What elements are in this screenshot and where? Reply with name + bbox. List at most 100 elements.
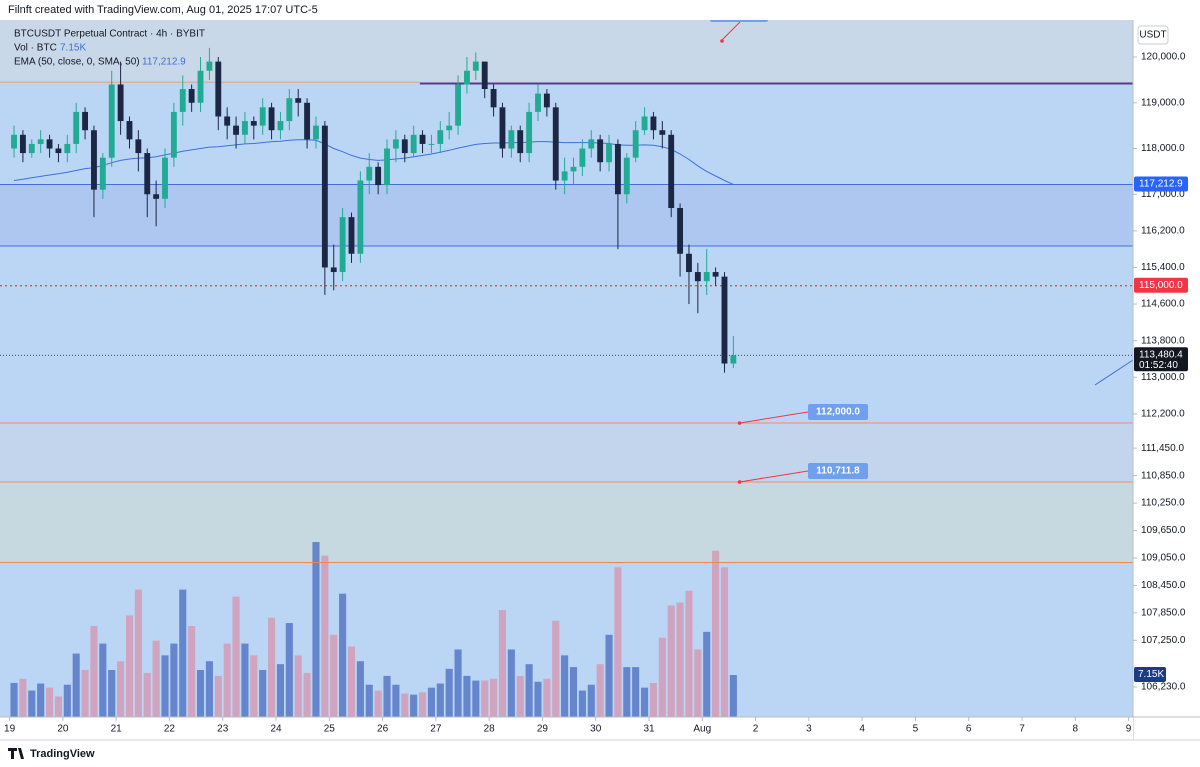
- price-tag-label: 115,000.0: [1139, 280, 1183, 291]
- x-tick-label: 25: [324, 724, 336, 735]
- volume-bar: [285, 623, 293, 717]
- volume-bar: [401, 693, 409, 717]
- y-tick-label: 114,600.0: [1141, 299, 1185, 310]
- volume: [10, 542, 737, 717]
- volume-bar: [232, 596, 240, 717]
- callout-label: 112,000.0: [816, 407, 860, 418]
- volume-bar: [90, 625, 98, 717]
- price-tag-label: 117,212.9: [1139, 179, 1183, 190]
- candle-body: [606, 143, 612, 163]
- candle-body: [82, 111, 89, 131]
- y-tick-label: 113,000.0: [1141, 372, 1185, 383]
- volume-bar: [676, 602, 684, 717]
- candle-body: [588, 139, 595, 149]
- x-tick-label: 27: [430, 724, 442, 735]
- volume-bar: [339, 593, 347, 717]
- header-text: Filnft created with TradingView.com, Aug…: [8, 4, 318, 16]
- volume-bar: [490, 678, 498, 717]
- candle-body: [623, 157, 630, 195]
- volume-bar: [561, 655, 569, 717]
- x-tick-label: 26: [377, 724, 389, 735]
- volume-bar: [99, 643, 107, 717]
- candle-body: [241, 121, 248, 135]
- footer-text: TradingView: [30, 748, 95, 760]
- trend-line: [1094, 359, 1134, 386]
- callout-dot: [737, 421, 742, 425]
- volume-tag: [1134, 667, 1166, 683]
- volume-bar: [161, 655, 169, 717]
- x-tick-label: 31: [643, 724, 655, 735]
- price-tag-label: 113,480.4: [1139, 349, 1183, 360]
- header-bar: [0, 0, 1200, 20]
- volume-bar: [19, 678, 27, 717]
- candle-body: [170, 111, 177, 158]
- time-axis: [0, 717, 1133, 740]
- volume-bar: [214, 675, 222, 717]
- volume-bar: [605, 634, 613, 717]
- volume-bar: [170, 643, 178, 717]
- volume-bar: [534, 681, 542, 717]
- volume-bar: [276, 664, 285, 717]
- callout-box: [808, 462, 868, 479]
- candle-body: [286, 98, 293, 122]
- x-tick-label: 28: [484, 724, 496, 735]
- candle-body: [126, 121, 133, 140]
- candle-body: [446, 125, 453, 131]
- candle-body: [250, 121, 257, 126]
- volume-tag-label: 7.15K: [1138, 669, 1164, 680]
- volume-bar: [81, 670, 89, 717]
- y-tick-label: 106,230.0: [1141, 682, 1186, 693]
- volume-bar: [410, 694, 418, 717]
- candle-body: [464, 70, 470, 85]
- zone: [0, 184, 1133, 246]
- zones: [0, 20, 1133, 563]
- y-tick-label: 111,450.0: [1141, 443, 1184, 454]
- volume-bar: [578, 690, 586, 717]
- volume-bar: [374, 690, 382, 717]
- x-tick-label: 23: [217, 724, 229, 735]
- axis-labels: 120,000.0 119,000.0 118,000.0 117,000.0 116,…: [4, 52, 1188, 735]
- candle-body: [481, 61, 488, 90]
- legend-title: BTCUSDT Perpetual Contract · 4h · BYBIT: [14, 29, 205, 40]
- x-tick-label: 22: [164, 724, 176, 735]
- legend-ema-value: 117,212.9: [142, 57, 186, 68]
- candle-body: [144, 153, 151, 195]
- volume-bar: [223, 643, 231, 717]
- candle-body: [428, 143, 435, 145]
- volume-bar: [685, 590, 693, 717]
- zone: [0, 481, 1133, 563]
- candle-body: [455, 84, 461, 126]
- volume-bar: [28, 690, 36, 717]
- candle-body: [686, 253, 692, 273]
- y-tick-label: 119,000.0: [1141, 97, 1185, 108]
- x-tick-label: 5: [913, 724, 919, 735]
- volume-bar: [134, 589, 142, 717]
- candle-body: [641, 116, 648, 131]
- volume-bar: [365, 684, 373, 717]
- volume-bar: [143, 672, 151, 717]
- y-tick-label: 113,800.0: [1141, 335, 1185, 346]
- candle-body: [135, 139, 142, 154]
- volume-bar: [152, 640, 160, 717]
- y-tick-label: 109,650.0: [1141, 525, 1186, 536]
- volume-bar: [472, 680, 480, 717]
- volume-bar: [427, 687, 435, 717]
- candle-body: [224, 116, 231, 126]
- x-tick-label: 7: [1019, 724, 1025, 735]
- candle-body: [313, 125, 319, 140]
- volume-bar: [72, 653, 80, 717]
- legend: BTCUSDT Perpetual Contract · 4h · BYBIT …: [14, 29, 205, 68]
- candle-body: [11, 134, 17, 149]
- volume-bar: [179, 589, 187, 717]
- y-tick-label: 110,850.0: [1141, 470, 1185, 481]
- volume-bar: [720, 567, 729, 717]
- legend-volume-value: 7.15K: [60, 43, 86, 54]
- candle-body: [401, 139, 408, 154]
- x-tick-label: 6: [966, 724, 972, 735]
- volume-bar: [268, 617, 276, 717]
- volume-bar: [383, 675, 391, 717]
- x-tick-label: 19: [4, 724, 16, 735]
- ema-line: [13, 139, 734, 185]
- x-tick-label: 8: [1072, 724, 1078, 735]
- volume-bar: [392, 684, 400, 717]
